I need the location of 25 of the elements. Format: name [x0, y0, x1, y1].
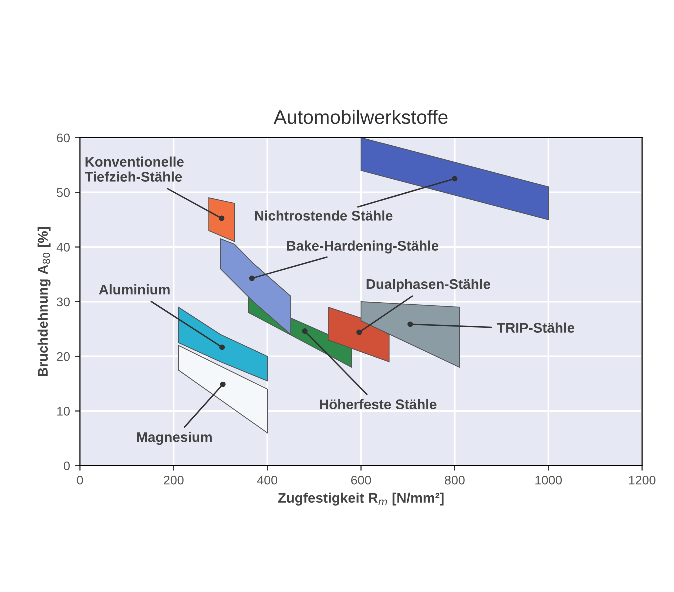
x-tick-label: 1000 [536, 476, 562, 485]
text: Nichtrostende Stähle [255, 210, 393, 221]
x-tick-label: 400 [257, 476, 278, 485]
y-tick-label: 30 [57, 298, 70, 307]
text: Konventionelle Tiefzieh-Stähle [85, 156, 184, 182]
x-tick-label: 200 [164, 476, 184, 485]
x-axis-title: Zugfestigkeit R$_{m}$ [N/mm²] [278, 492, 444, 506]
y-tick-label: 10 [58, 407, 70, 416]
text: Höherfeste Stähle [320, 399, 437, 410]
series-label: Aluminium [99, 284, 170, 295]
text: TRIP-Stähle [497, 322, 575, 333]
x-tick-label: 800 [445, 476, 465, 485]
x-tick-label: 600 [351, 476, 372, 485]
text: Bake-Hardening-Stähle [287, 240, 439, 254]
series-label: Dualphasen-Stähle [366, 279, 490, 292]
y-tick-label: 20 [57, 352, 70, 362]
y-axis-title: Bruchdehnung A$_{80}$ [%] [38, 227, 51, 377]
chart-title: Automobilwerkstoffe [274, 110, 448, 124]
y-tick-label: 0 [64, 462, 70, 471]
text: Magnesium [137, 432, 212, 446]
y-tick-label: 50 [57, 188, 70, 198]
x-tick-label: 0 [77, 476, 84, 485]
y-tick-label: 60 [57, 134, 70, 143]
x-tick-label: 1200 [629, 476, 656, 485]
y-tick-label: 40 [56, 243, 70, 252]
